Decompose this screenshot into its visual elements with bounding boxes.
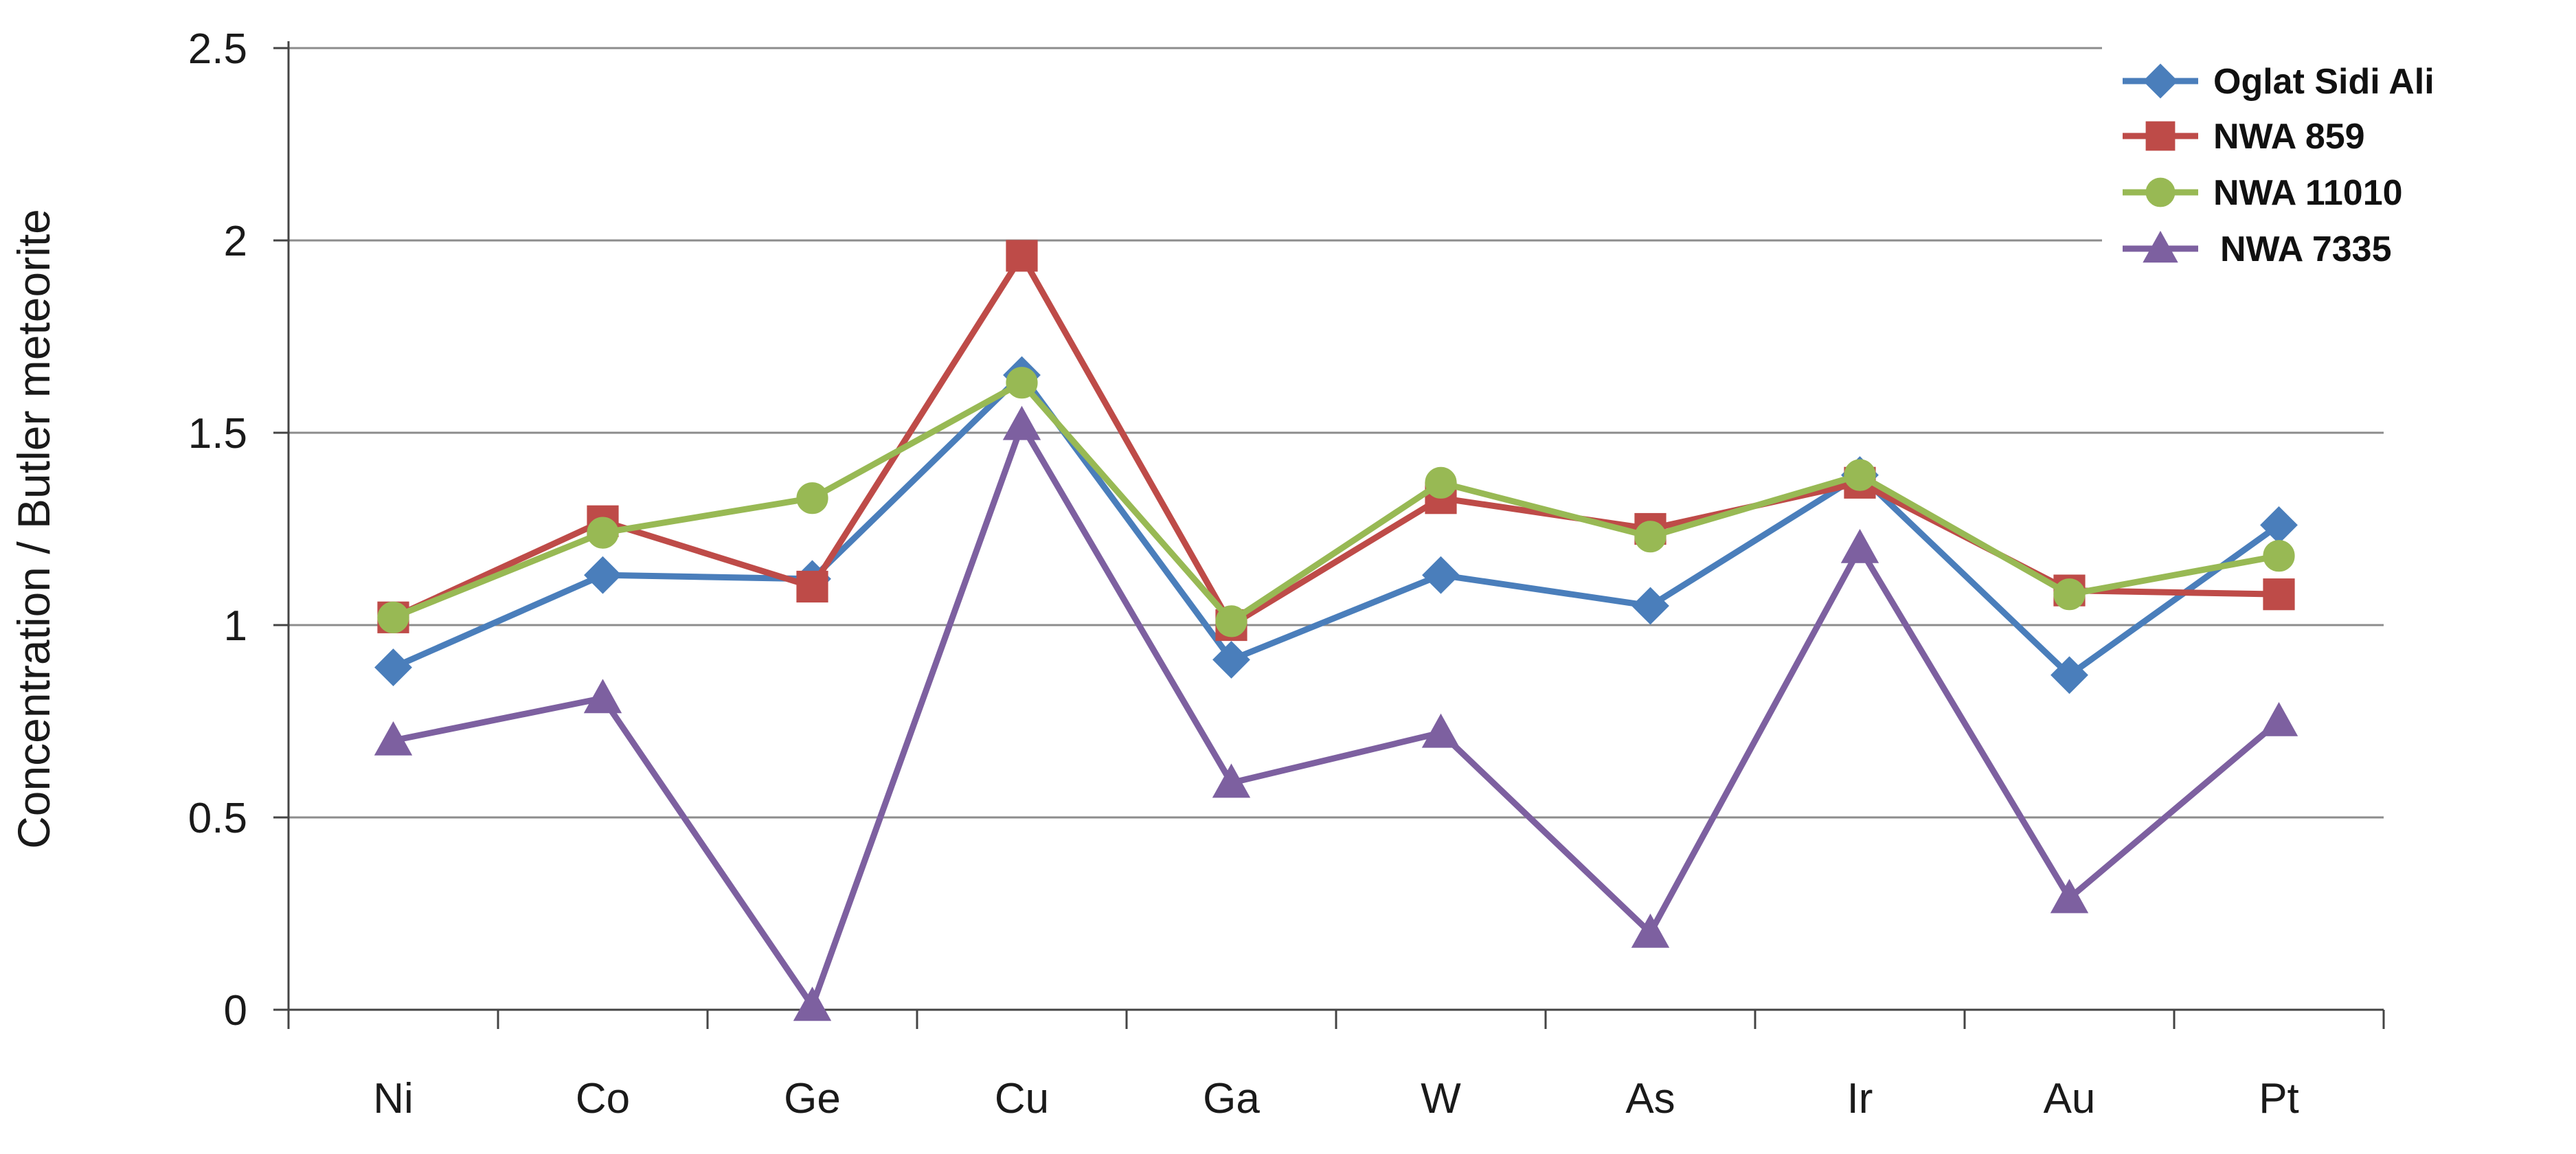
x-tick-label-as: As xyxy=(1625,1075,1675,1122)
data-point-oglat-sidi-ali-au xyxy=(2050,656,2088,694)
data-point-nwa-7335-au xyxy=(2050,879,2089,914)
y-tick-label: 2 xyxy=(224,218,247,265)
x-tick-label-w: W xyxy=(1421,1075,1461,1122)
data-point-nwa-11010-ni xyxy=(377,601,409,633)
y-axis-title: Concentration / Butler meteorite xyxy=(8,209,59,849)
data-point-oglat-sidi-ali-w xyxy=(1422,556,1460,594)
legend-marker-nwa-11010 xyxy=(2145,177,2176,207)
x-tick-label-ga: Ga xyxy=(1203,1075,1260,1122)
axes xyxy=(273,41,2385,1029)
legend-marker-oglat-sidi-ali xyxy=(2143,63,2178,99)
data-point-nwa-11010-ge xyxy=(796,482,828,514)
legend-label-nwa-11010: NWA 11010 xyxy=(2213,173,2403,213)
legend-entry-nwa-7335: NWA 7335 xyxy=(2123,229,2392,269)
series-layer xyxy=(374,240,2298,1021)
grid-lines xyxy=(289,47,2384,819)
data-point-oglat-sidi-ali-as xyxy=(1631,587,1669,625)
data-point-oglat-sidi-ali-ga xyxy=(1212,640,1250,679)
legend-entry-nwa-859: NWA 859 xyxy=(2123,117,2365,157)
x-tick-label-ni: Ni xyxy=(373,1075,414,1122)
data-point-nwa-11010-ir xyxy=(1844,459,1876,491)
x-tick-label-ir: Ir xyxy=(1847,1075,1873,1122)
y-tick-label: 1 xyxy=(224,602,247,650)
x-tick-label-cu: Cu xyxy=(995,1075,1049,1122)
legend-entry-oglat-sidi-ali: Oglat Sidi Ali xyxy=(2123,62,2434,102)
legend-label-oglat-sidi-ali: Oglat Sidi Ali xyxy=(2213,62,2434,102)
series-line-nwa-7335 xyxy=(392,422,2281,1009)
series-nwa-859 xyxy=(377,240,2295,642)
y-tick-labels: 0 0.5 1 1.5 2 2.5 xyxy=(188,25,247,1034)
data-point-nwa-7335-co xyxy=(583,679,622,714)
data-point-nwa-859-pt xyxy=(2263,578,2295,611)
x-tick-label-co: Co xyxy=(576,1075,630,1122)
x-tick-label-au: Au xyxy=(2044,1075,2096,1122)
data-point-oglat-sidi-ali-co xyxy=(584,556,622,594)
legend-entry-nwa-11010: NWA 11010 xyxy=(2123,173,2403,213)
data-point-nwa-11010-w xyxy=(1425,466,1457,499)
legend-label-nwa-859: NWA 859 xyxy=(2213,117,2365,157)
x-tick-label-pt: Pt xyxy=(2259,1075,2299,1122)
series-line-oglat-sidi-ali xyxy=(392,372,2281,679)
series-nwa-7335 xyxy=(374,405,2298,1021)
data-point-nwa-859-cu xyxy=(1006,240,1038,272)
data-point-nwa-7335-ni xyxy=(374,721,413,756)
data-point-nwa-11010-as xyxy=(1634,521,1667,553)
series-line-nwa-859 xyxy=(392,252,2279,629)
data-point-oglat-sidi-ali-ni xyxy=(374,648,412,687)
series-line-nwa-11010 xyxy=(392,379,2280,624)
legend: Oglat Sidi Ali NWA 859 NWA 11010 NWA 7335 xyxy=(2123,62,2434,269)
y-tick-label: 0.5 xyxy=(188,795,247,842)
data-point-nwa-7335-ga xyxy=(1212,763,1251,798)
series-nwa-11010 xyxy=(377,367,2295,637)
legend-label-nwa-7335: NWA 7335 xyxy=(2220,229,2392,269)
data-point-nwa-11010-au xyxy=(2053,578,2086,611)
legend-marker-nwa-7335 xyxy=(2143,230,2178,263)
data-point-nwa-7335-pt xyxy=(2259,701,2298,736)
data-point-nwa-7335-w xyxy=(1421,713,1460,748)
x-tick-label-ge: Ge xyxy=(784,1075,841,1122)
data-point-nwa-11010-co xyxy=(587,517,619,549)
data-point-nwa-7335-cu xyxy=(1002,405,1041,440)
data-point-nwa-7335-ge xyxy=(793,986,832,1021)
y-tick-label: 1.5 xyxy=(188,410,247,457)
data-point-nwa-11010-cu xyxy=(1006,367,1038,399)
x-tick-labels: Ni Co Ge Cu Ga W As Ir Au Pt xyxy=(373,1075,2299,1122)
y-tick-label: 2.5 xyxy=(188,25,247,73)
data-point-nwa-11010-pt xyxy=(2263,540,2295,572)
data-point-nwa-7335-as xyxy=(1631,913,1670,948)
y-tick-label: 0 xyxy=(224,987,247,1034)
data-point-nwa-11010-ga xyxy=(1215,605,1247,637)
data-point-nwa-859-ge xyxy=(796,570,828,603)
data-point-nwa-7335-ir xyxy=(1840,528,1879,563)
legend-marker-nwa-859 xyxy=(2145,121,2176,151)
